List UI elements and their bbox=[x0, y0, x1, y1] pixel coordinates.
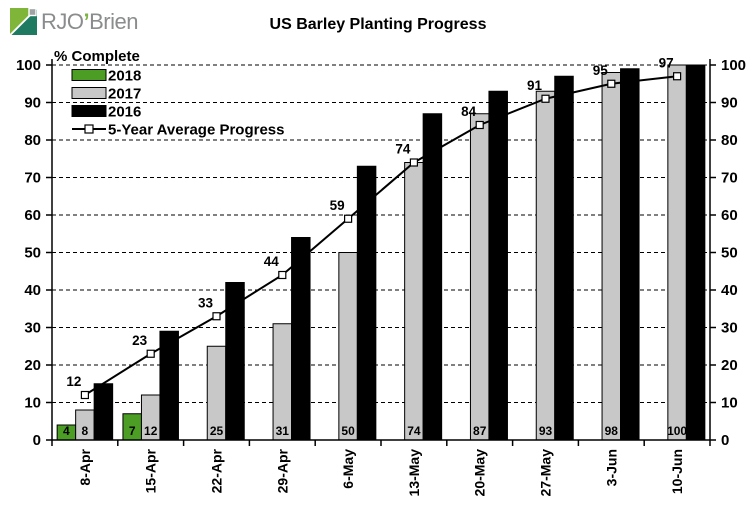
x-label-22-Apr: 22-Apr bbox=[209, 448, 225, 493]
legend-label-5-Year Average Progress: 5-Year Average Progress bbox=[108, 122, 285, 139]
x-label-20-May: 20-May bbox=[472, 449, 488, 497]
avg-marker-20-May bbox=[475, 120, 484, 130]
y-label-left-20: 20 bbox=[24, 357, 41, 374]
y-label-left-40: 40 bbox=[24, 282, 41, 299]
x-label-27-May: 27-May bbox=[538, 449, 554, 497]
y-axis-title: % Complete bbox=[54, 48, 140, 65]
y-label-right-40: 40 bbox=[721, 282, 738, 299]
avg-marker-13-May bbox=[409, 158, 418, 167]
rjobrien-logo-icon bbox=[10, 8, 37, 35]
bar-2017-20-May bbox=[469, 113, 490, 441]
y-label-right-50: 50 bbox=[721, 245, 738, 262]
chart-title: US Barley Planting Progress bbox=[269, 16, 487, 33]
y-label-right-60: 60 bbox=[721, 207, 738, 224]
bar-label-2017-22-Apr: 25 bbox=[210, 424, 224, 438]
y-label-left-30: 30 bbox=[24, 320, 41, 337]
bar-2016-8-Apr bbox=[93, 383, 114, 441]
avg-label-15-Apr: 23 bbox=[132, 333, 148, 348]
avg-marker-8-Apr bbox=[80, 390, 90, 400]
bar-2017-13-May bbox=[404, 162, 424, 441]
y-label-right-80: 80 bbox=[721, 132, 738, 149]
y-label-left-10: 10 bbox=[24, 395, 41, 412]
bar-label-2017-29-Apr: 31 bbox=[276, 424, 290, 438]
y-label-left-90: 90 bbox=[24, 95, 41, 112]
y-label-left-70: 70 bbox=[24, 170, 41, 187]
bar-2016-29-Apr bbox=[291, 237, 311, 441]
bar-2017-6-May bbox=[338, 252, 358, 441]
y-label-right-90: 90 bbox=[721, 95, 738, 112]
avg-label-29-Apr: 44 bbox=[264, 254, 280, 269]
brand-apostrophe: ’ bbox=[83, 8, 90, 34]
y-label-left-50: 50 bbox=[24, 245, 41, 262]
y-label-right-10: 10 bbox=[721, 395, 738, 412]
y-label-right-70: 70 bbox=[721, 170, 738, 187]
bar-label-2017-27-May: 93 bbox=[539, 424, 553, 438]
avg-label-27-May: 91 bbox=[527, 78, 543, 93]
bar-2017-3-Jun bbox=[601, 72, 622, 441]
x-label-3-Jun: 3-Jun bbox=[603, 449, 619, 486]
bar-label-2017-3-Jun: 98 bbox=[605, 424, 619, 438]
bar-label-2017-10-Jun: 100 bbox=[667, 424, 687, 438]
x-label-13-May: 13-May bbox=[406, 449, 422, 497]
y-label-left-100: 100 bbox=[16, 57, 41, 74]
avg-label-6-May: 59 bbox=[330, 198, 345, 213]
bar-label-2017-8-Apr: 8 bbox=[82, 424, 89, 438]
y-label-left-0: 0 bbox=[33, 432, 41, 449]
avg-label-8-Apr: 12 bbox=[66, 374, 81, 389]
avg-marker-29-Apr bbox=[278, 270, 287, 280]
bar-2016-3-Jun bbox=[620, 68, 640, 441]
bar-2016-20-May bbox=[488, 90, 508, 441]
brand-name: RJO’Brien bbox=[41, 8, 138, 34]
bar-2016-13-May bbox=[422, 113, 443, 441]
avg-label-10-Jun: 97 bbox=[659, 55, 674, 70]
bar-2016-27-May bbox=[554, 75, 574, 441]
legend-swatch-2018 bbox=[71, 69, 107, 81]
bar-label-2017-6-May: 50 bbox=[341, 424, 355, 438]
bar-2017-27-May bbox=[535, 90, 556, 441]
legend-swatch-2016 bbox=[71, 105, 107, 117]
avg-marker-10-Jun bbox=[672, 72, 682, 81]
bar-2016-10-Jun bbox=[685, 64, 706, 441]
avg-marker-15-Apr bbox=[146, 349, 155, 358]
y-label-right-20: 20 bbox=[721, 357, 738, 374]
y-label-right-0: 0 bbox=[721, 432, 729, 449]
y-label-right-30: 30 bbox=[721, 320, 738, 337]
x-label-8-Apr: 8-Apr bbox=[77, 448, 93, 485]
avg-line bbox=[84, 75, 678, 396]
bar-label-2017-13-May: 74 bbox=[407, 424, 421, 438]
x-label-29-Apr: 29-Apr bbox=[274, 448, 290, 493]
avg-label-22-Apr: 33 bbox=[198, 295, 214, 310]
bar-label-2017-20-May: 87 bbox=[473, 424, 487, 438]
x-label-15-Apr: 15-Apr bbox=[143, 448, 159, 493]
avg-marker-22-Apr bbox=[212, 312, 221, 321]
x-label-10-Jun: 10-Jun bbox=[669, 449, 685, 494]
y-label-left-80: 80 bbox=[24, 132, 41, 149]
y-label-right-100: 100 bbox=[721, 57, 746, 74]
avg-marker-6-May bbox=[344, 214, 353, 223]
legend-swatch-2017 bbox=[71, 87, 107, 99]
legend-label-2017: 2017 bbox=[108, 86, 141, 103]
x-label-6-May: 6-May bbox=[340, 449, 356, 489]
bar-2016-22-Apr bbox=[225, 282, 245, 441]
bar-label-2018-8-Apr: 4 bbox=[63, 424, 70, 438]
bar-label-2017-15-Apr: 12 bbox=[144, 424, 158, 438]
legend-label-2018: 2018 bbox=[108, 68, 141, 85]
avg-marker-27-May bbox=[541, 94, 550, 103]
avg-label-3-Jun: 95 bbox=[593, 63, 609, 78]
brand-logo: RJO’Brien bbox=[10, 8, 138, 35]
legend-marker-5-Year Average Progress bbox=[84, 124, 94, 134]
legend-label-2016: 2016 bbox=[108, 104, 141, 121]
avg-label-13-May: 74 bbox=[395, 142, 411, 157]
avg-label-20-May: 84 bbox=[461, 104, 477, 119]
bar-2017-10-Jun bbox=[667, 64, 687, 441]
avg-marker-3-Jun bbox=[607, 79, 616, 88]
bar-label-2018-15-Apr: 7 bbox=[129, 424, 136, 438]
bar-2017-29-Apr bbox=[272, 323, 293, 441]
y-label-left-60: 60 bbox=[24, 207, 41, 224]
